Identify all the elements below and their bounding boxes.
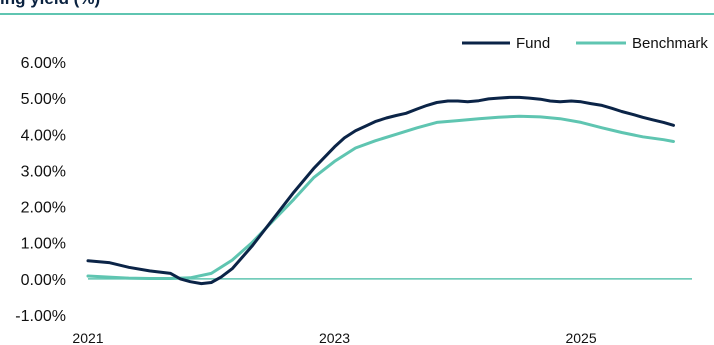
y-axis: -1.00% 0.00% 1.00% 2.00% 3.00% 4.00% 5.00% 6.00… bbox=[15, 55, 66, 325]
series-group bbox=[86, 95, 675, 286]
y-tick-label: 1.00% bbox=[21, 236, 66, 253]
y-tick-label: 6.00% bbox=[21, 55, 66, 72]
y-tick-label: 3.00% bbox=[21, 163, 66, 180]
chart-title-strip: ing yield (%) bbox=[0, 0, 714, 15]
series-line-benchmark bbox=[86, 114, 675, 280]
legend-fund-label[interactable]: Fund bbox=[516, 35, 550, 52]
y-tick-label: 2.00% bbox=[21, 200, 66, 217]
x-tick-label: 2021 bbox=[72, 330, 103, 345]
x-tick-label: 2025 bbox=[565, 330, 596, 345]
y-tick-label: 4.00% bbox=[21, 127, 66, 144]
chart-title: ing yield (%) bbox=[0, 0, 100, 9]
y-tick-label: -1.00% bbox=[15, 308, 66, 325]
legend: Fund Benchmark bbox=[462, 35, 708, 52]
y-tick-label: 5.00% bbox=[21, 91, 66, 108]
series-line-fund bbox=[86, 95, 675, 286]
x-axis: 2021 2023 2025 bbox=[72, 330, 596, 345]
x-tick-label: 2023 bbox=[319, 330, 350, 345]
legend-benchmark-label[interactable]: Benchmark bbox=[632, 35, 708, 52]
y-tick-label: 0.00% bbox=[21, 272, 66, 289]
